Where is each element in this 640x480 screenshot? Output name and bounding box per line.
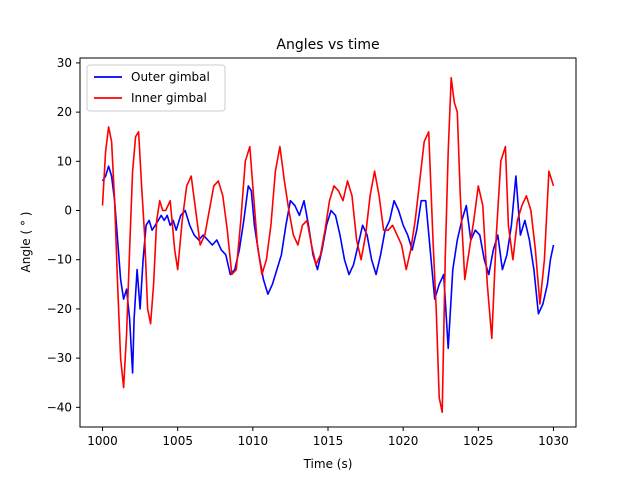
y-tick-label: 10	[57, 154, 72, 168]
x-tick-label: 1010	[238, 434, 269, 448]
x-tick-label: 1025	[463, 434, 494, 448]
chart-title: Angles vs time	[276, 37, 379, 53]
y-tick-label: 0	[64, 204, 72, 218]
y-tick-label: −20	[47, 302, 72, 316]
x-tick-label: 1030	[538, 434, 569, 448]
legend-entry-label: Inner gimbal	[131, 91, 207, 105]
y-tick-label: −40	[47, 400, 72, 414]
x-tick-label: 1000	[87, 434, 118, 448]
series-line-inner-gimbal	[101, 76, 555, 414]
y-tick-label: −30	[47, 351, 72, 365]
legend-entry-label: Outer gimbal	[131, 70, 210, 84]
axes: 1000 1005 1010 1015 1020 1025 1030 30 20 10 0 −10 −2…	[47, 56, 577, 448]
y-tick-label: −10	[47, 253, 72, 267]
x-tick-label: 1020	[388, 434, 419, 448]
x-tick-label: 1015	[313, 434, 344, 448]
y-tick-label: 20	[57, 105, 72, 119]
legend: Outer gimbal Inner gimbal	[86, 64, 226, 112]
y-axis-label: Angle ( ° )	[19, 212, 33, 273]
plot-area	[101, 76, 555, 414]
x-tick-label: 1005	[162, 434, 193, 448]
y-tick-label: 30	[57, 56, 72, 70]
x-axis-label: Time (s)	[303, 457, 353, 471]
